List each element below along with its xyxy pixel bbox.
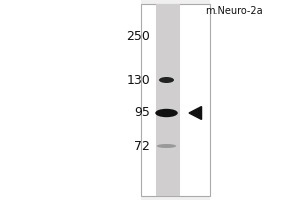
Ellipse shape — [155, 109, 178, 117]
Text: m.Neuro-2a: m.Neuro-2a — [205, 6, 263, 16]
Text: 130: 130 — [126, 73, 150, 86]
FancyBboxPatch shape — [210, 0, 300, 200]
Ellipse shape — [157, 144, 176, 148]
Text: 250: 250 — [126, 29, 150, 43]
Text: 95: 95 — [134, 106, 150, 119]
Polygon shape — [189, 107, 202, 119]
FancyBboxPatch shape — [156, 4, 180, 196]
Text: 72: 72 — [134, 140, 150, 152]
FancyBboxPatch shape — [0, 0, 141, 200]
FancyBboxPatch shape — [141, 4, 210, 196]
Ellipse shape — [159, 77, 174, 83]
